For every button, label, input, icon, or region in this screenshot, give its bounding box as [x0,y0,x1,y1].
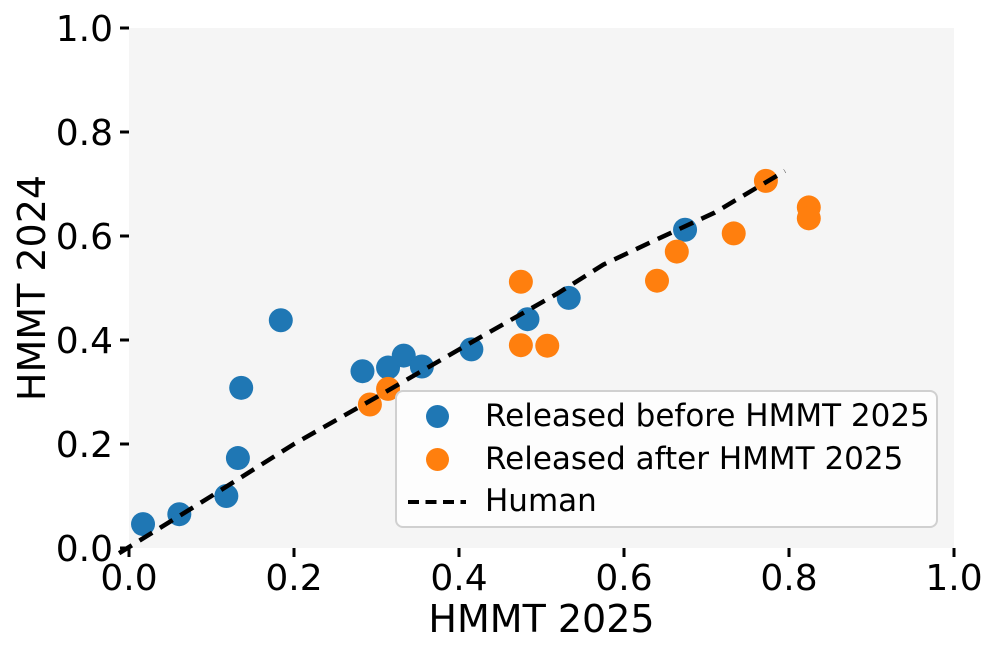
scatter-point [515,307,540,332]
y-tick-label: 0.0 [56,529,113,570]
scatter-point [645,268,669,293]
scatter-point [225,446,250,471]
scatter-point [131,512,156,537]
scatter-point [508,333,533,358]
y-tick-label: 0.6 [56,217,113,258]
x-tick-label: 0.4 [430,558,487,599]
scatter-point [357,392,382,417]
scatter-point [508,269,533,294]
x-tick-label: 0.8 [760,558,817,599]
legend-marker-released-before [405,404,469,428]
legend-marker-released-after [405,447,469,471]
scatter-point [796,206,821,231]
scatter-point [229,375,254,400]
legend-item-human: Human [405,480,936,523]
legend-item-released-before: Released before HMMT 2025 [405,395,936,438]
legend: Released before HMMT 2025 Released after… [395,390,938,528]
y-tick-label: 1.0 [56,9,113,50]
scatter-point [459,337,484,362]
x-tick-label: 1.0 [925,558,982,599]
x-tick-label: 0.0 [100,558,157,599]
x-axis-label: HMMT 2025 [428,597,655,641]
legend-item-released-after: Released after HMMT 2025 [405,438,936,481]
scatter-point [167,502,192,527]
legend-label-human: Human [485,483,597,520]
scatter-point [721,221,746,246]
scatter-point [664,239,689,264]
scatter-point [350,359,375,384]
human-reference-line [117,169,787,556]
legend-label-released-after: Released after HMMT 2025 [485,440,904,477]
x-tick-label: 0.2 [265,558,322,599]
y-tick-label: 0.4 [56,321,113,362]
x-tick-label: 0.6 [595,558,652,599]
scatter-dot-icon [425,447,449,471]
scatter-point [391,343,416,368]
scatter-dot-icon [425,404,449,428]
scatter-point [268,308,293,333]
dashed-line-icon [408,499,466,504]
y-tick-label: 0.2 [56,425,113,466]
scatter-point [214,484,239,508]
legend-marker-human [405,492,469,512]
legend-label-released-before: Released before HMMT 2025 [485,397,930,434]
scatter-point [673,217,698,242]
y-tick-label: 0.8 [56,113,113,154]
scatter-point [535,333,560,358]
y-axis-label: HMMT 2024 [10,174,54,402]
